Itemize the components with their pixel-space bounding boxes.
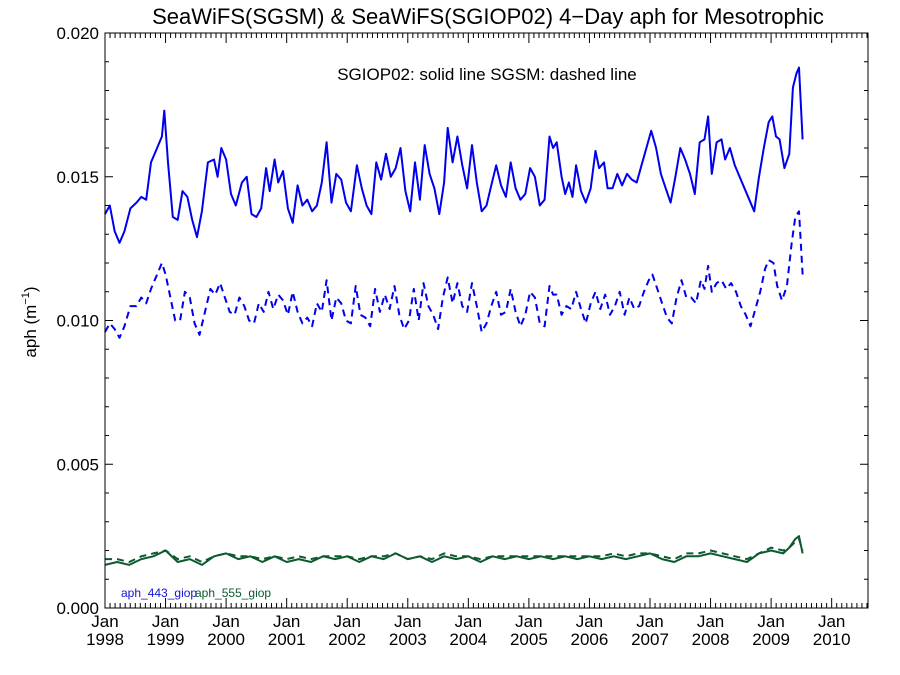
chart-title: SeaWiFS(SGSM) & SeaWiFS(SGIOP02) 4−Day a… (152, 4, 824, 29)
y-tick-label: 0.020 (56, 24, 99, 43)
plot-frame (104, 32, 869, 609)
y-axis-label-text: aph (m (21, 305, 40, 358)
x-tick-month-label: Jan (515, 612, 542, 631)
y-axis-label: aph (m−1) (20, 286, 40, 357)
x-tick-year-label: 2004 (449, 630, 487, 649)
chart-subtitle: SGIOP02: solid line SGSM: dashed line (337, 65, 637, 84)
x-tick-year-label: 2000 (207, 630, 245, 649)
x-tick-month-label: Jan (394, 612, 421, 631)
y-tick-label: 0.015 (56, 168, 99, 187)
x-tick-month-label: Jan (212, 612, 239, 631)
y-tick-label: 0.010 (56, 312, 99, 331)
x-tick-month-label: Jan (697, 612, 724, 631)
x-tick-year-label: 2001 (268, 630, 306, 649)
x-tick-year-label: 2008 (692, 630, 730, 649)
series-line-1 (104, 210, 804, 339)
legend-entry-1: aph_443_giop (121, 586, 197, 600)
y-tick-label: 0.000 (56, 599, 99, 618)
x-tick-year-label: 1999 (147, 630, 185, 649)
x-tick-month-label: Jan (152, 612, 179, 631)
x-tick-year-label: 2009 (752, 630, 790, 649)
x-tick-month-label: Jan (576, 612, 603, 631)
axes-layer: 0.0000.0050.0100.0150.020Jan1998Jan1999J… (56, 24, 869, 649)
x-tick-month-label: Jan (91, 612, 118, 631)
x-tick-year-label: 2002 (328, 630, 366, 649)
series-line-0 (104, 66, 804, 244)
x-tick-year-label: 2003 (389, 630, 427, 649)
y-axis-label-exponent: −1 (20, 292, 32, 305)
y-tick-label: 0.005 (56, 455, 99, 474)
x-tick-month-label: Jan (757, 612, 784, 631)
series-line-3 (105, 538, 804, 563)
x-tick-year-label: 2007 (631, 630, 669, 649)
x-tick-month-label: Jan (334, 612, 361, 631)
x-tick-month-label: Jan (455, 612, 482, 631)
x-tick-month-label: Jan (818, 612, 845, 631)
x-tick-year-label: 2005 (510, 630, 548, 649)
series-layer (104, 66, 804, 566)
x-tick-year-label: 1998 (86, 630, 124, 649)
x-tick-year-label: 2006 (571, 630, 609, 649)
x-tick-month-label: Jan (273, 612, 300, 631)
x-tick-year-label: 2010 (813, 630, 851, 649)
series-line-2 (104, 535, 804, 566)
legend-entry-2: aph_555_giop (195, 586, 271, 600)
y-axis-label-close: ) (21, 286, 40, 292)
x-tick-month-label: Jan (636, 612, 663, 631)
